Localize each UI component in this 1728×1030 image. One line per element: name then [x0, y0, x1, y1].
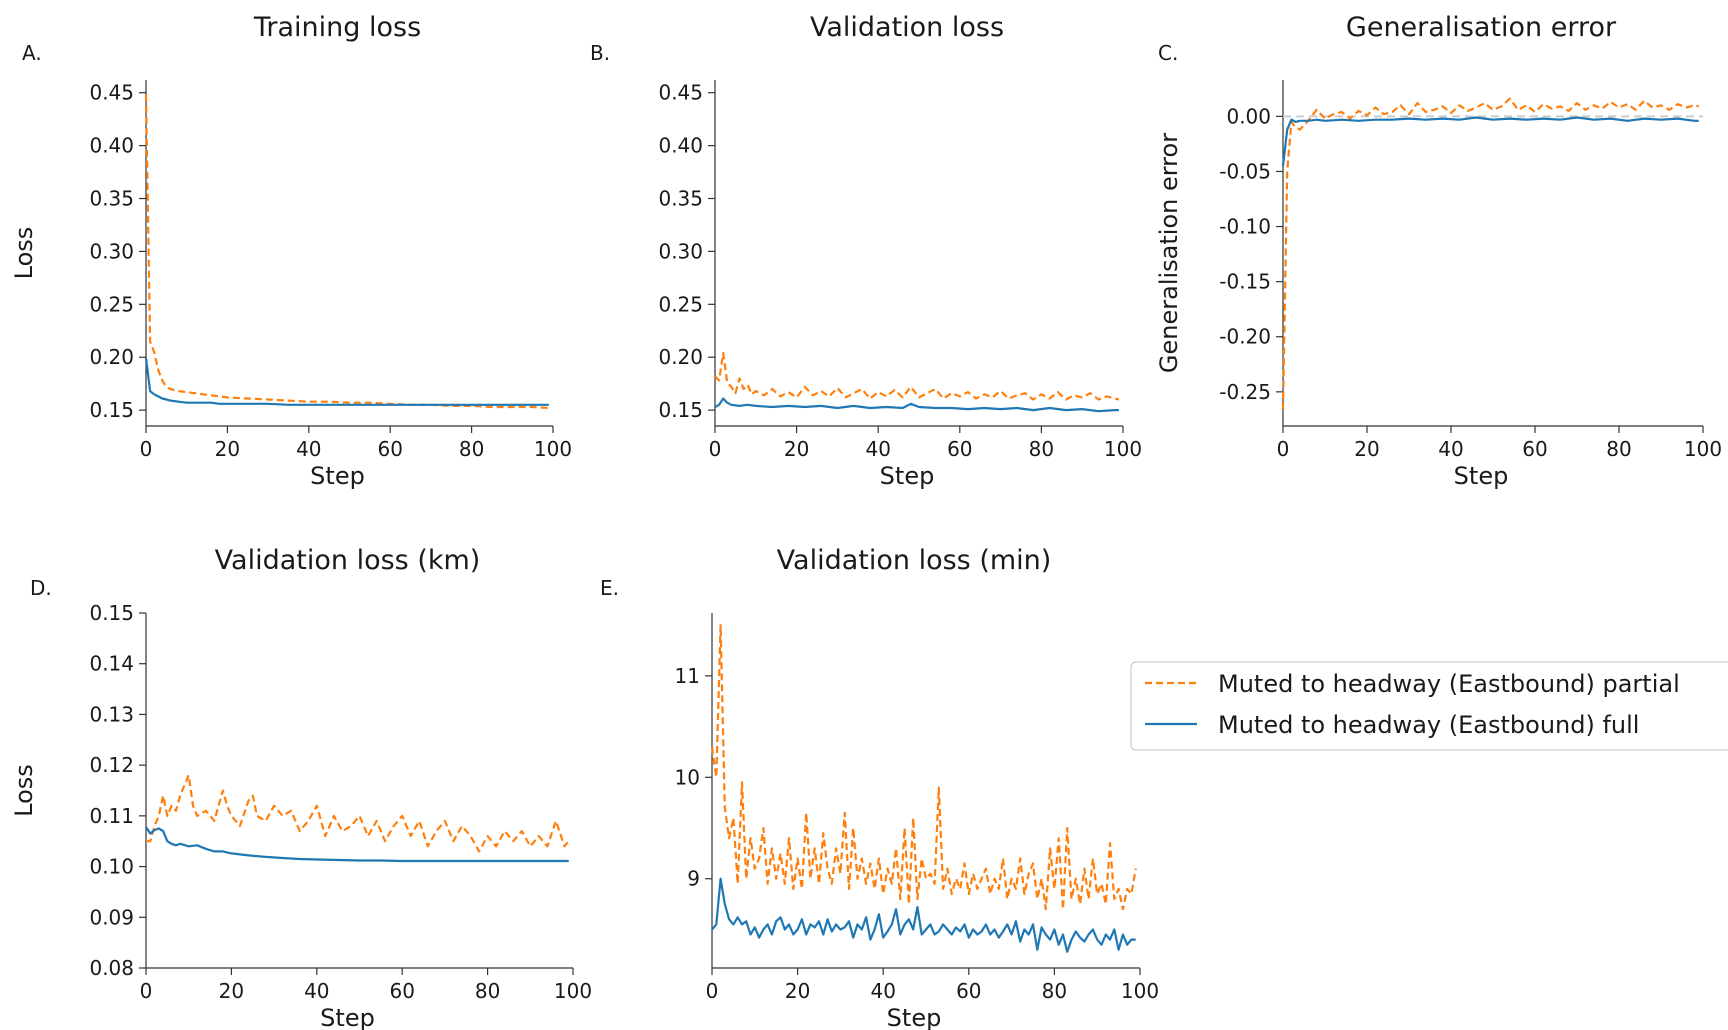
- x-tick-label: 80: [459, 437, 484, 461]
- x-tick-label: 80: [1029, 437, 1054, 461]
- y-tick-label: 0.15: [89, 398, 134, 422]
- chart-title: Training loss: [253, 12, 421, 43]
- y-tick-label: -0.25: [1219, 380, 1271, 404]
- x-tick-label: 60: [956, 979, 981, 1003]
- chart-title: Generalisation error: [1346, 12, 1617, 43]
- x-tick-label: 0: [140, 437, 153, 461]
- panel-letter: C.: [1158, 41, 1178, 65]
- series-line-full: [711, 877, 1136, 953]
- series-line-partial: [146, 774, 570, 853]
- series-line-partial: [714, 351, 1120, 401]
- y-tick-label: 0.35: [658, 187, 703, 211]
- legend-label-full: Muted to headway (Eastbound) full: [1218, 711, 1639, 739]
- y-tick-label: 0.35: [89, 187, 134, 211]
- x-tick-label: 0: [706, 979, 719, 1003]
- x-tick-label: 0: [1277, 437, 1290, 461]
- y-tick-label: 0.20: [658, 345, 703, 369]
- x-tick-label: 40: [870, 979, 895, 1003]
- x-tick-label: 40: [1438, 437, 1463, 461]
- y-tick-label: 9: [687, 867, 700, 891]
- y-tick-label: 0.09: [89, 905, 134, 929]
- panel-c: 0 20 40 60 80 100 -0.25 -0.20 -0.15 -0.10 -0.05 0.0…: [1155, 12, 1722, 490]
- y-axis-label: Loss: [10, 764, 38, 817]
- legend-frame: [1130, 661, 1728, 751]
- y-tick-label: -0.15: [1219, 270, 1271, 294]
- chart-title: Validation loss: [810, 12, 1004, 43]
- y-tick-label: 0.12: [89, 753, 134, 777]
- x-tick-label: 40: [296, 437, 321, 461]
- x-tick-label: 40: [865, 437, 890, 461]
- x-tick-label: 80: [1042, 979, 1067, 1003]
- x-axis-label: Step: [1454, 462, 1509, 490]
- panel-letter: A.: [22, 41, 42, 65]
- x-tick-label: 60: [947, 437, 972, 461]
- y-tick-label: 0.15: [658, 398, 703, 422]
- x-tick-label: 20: [1354, 437, 1379, 461]
- y-tick-label: 0.30: [658, 239, 703, 263]
- y-tick-label: 0.40: [658, 134, 703, 158]
- y-tick-label: 0.20: [89, 345, 134, 369]
- panel-letter: E.: [600, 576, 619, 600]
- x-tick-label: 100: [1684, 437, 1722, 461]
- y-tick-label: 11: [675, 664, 700, 688]
- x-axis-label: Step: [310, 462, 365, 490]
- x-tick-label: 0: [140, 979, 153, 1003]
- y-tick-label: 10: [675, 765, 700, 789]
- x-axis-label: Step: [887, 1004, 942, 1030]
- y-tick-label: -0.20: [1219, 325, 1271, 349]
- x-tick-label: 60: [377, 437, 402, 461]
- series-line-partial: [144, 94, 549, 410]
- x-axis-label: Step: [880, 462, 935, 490]
- x-tick-label: 60: [1522, 437, 1547, 461]
- x-tick-label: 100: [534, 437, 572, 461]
- y-tick-label: 0.15: [89, 601, 134, 625]
- panel-a: 0 20 40 60 80 100 0.15 0.20 0.25 0.30 0.35 0.40 0.45…: [10, 12, 572, 490]
- x-tick-label: 100: [554, 979, 592, 1003]
- y-tick-label: 0.30: [89, 239, 134, 263]
- x-tick-label: 80: [475, 979, 500, 1003]
- legend-label-partial: Muted to headway (Eastbound) partial: [1218, 670, 1680, 698]
- panel-b: 0 20 40 60 80 100 0.15 0.20 0.25 0.30 0.35 0.40 0.45…: [590, 12, 1142, 490]
- y-tick-label: -0.10: [1219, 215, 1271, 239]
- y-tick-label: 0.25: [658, 292, 703, 316]
- y-tick-label: 0.10: [89, 855, 134, 879]
- x-tick-label: 20: [219, 979, 244, 1003]
- y-tick-label: 0.14: [89, 652, 134, 676]
- x-tick-label: 20: [785, 979, 810, 1003]
- x-tick-label: 60: [389, 979, 414, 1003]
- x-tick-label: 40: [304, 979, 329, 1003]
- y-tick-label: 0.13: [89, 702, 134, 726]
- x-tick-label: 20: [215, 437, 240, 461]
- x-tick-label: 100: [1104, 437, 1142, 461]
- panel-e: 0 20 40 60 80 100 9 10 11 Validation loss (min) St…: [600, 545, 1159, 1030]
- series-line-full: [714, 397, 1119, 413]
- panel-letter: B.: [590, 41, 610, 65]
- series-line-partial: [710, 624, 1137, 911]
- series-line-full: [1281, 116, 1699, 167]
- y-tick-label: 0.45: [89, 81, 134, 105]
- y-tick-label: 0.40: [89, 134, 134, 158]
- y-axis-label: Loss: [10, 227, 38, 280]
- x-tick-label: 100: [1121, 979, 1159, 1003]
- x-tick-label: 80: [1606, 437, 1631, 461]
- y-tick-label: 0.08: [89, 956, 134, 980]
- x-tick-label: 20: [784, 437, 809, 461]
- y-tick-label: 0.45: [658, 81, 703, 105]
- x-axis-label: Step: [320, 1004, 375, 1030]
- series-line-partial: [1281, 97, 1700, 410]
- series-line-full: [144, 358, 549, 406]
- y-tick-label: 0.00: [1226, 104, 1271, 128]
- panel-d: 0 20 40 60 80 100 0.08 0.09 0.10 0.11 0.12 0.13 0.14…: [10, 545, 592, 1030]
- chart-title: Validation loss (min): [777, 545, 1052, 576]
- series-line-full: [145, 826, 569, 863]
- legend: Muted to headway (Eastbound) partial Mute…: [1130, 661, 1728, 751]
- y-axis-label: Generalisation error: [1155, 133, 1183, 373]
- panel-letter: D.: [30, 576, 52, 600]
- x-tick-label: 0: [709, 437, 722, 461]
- y-tick-label: -0.05: [1219, 159, 1271, 183]
- y-tick-label: 0.25: [89, 292, 134, 316]
- y-tick-label: 0.11: [89, 804, 134, 828]
- chart-title: Validation loss (km): [215, 545, 481, 576]
